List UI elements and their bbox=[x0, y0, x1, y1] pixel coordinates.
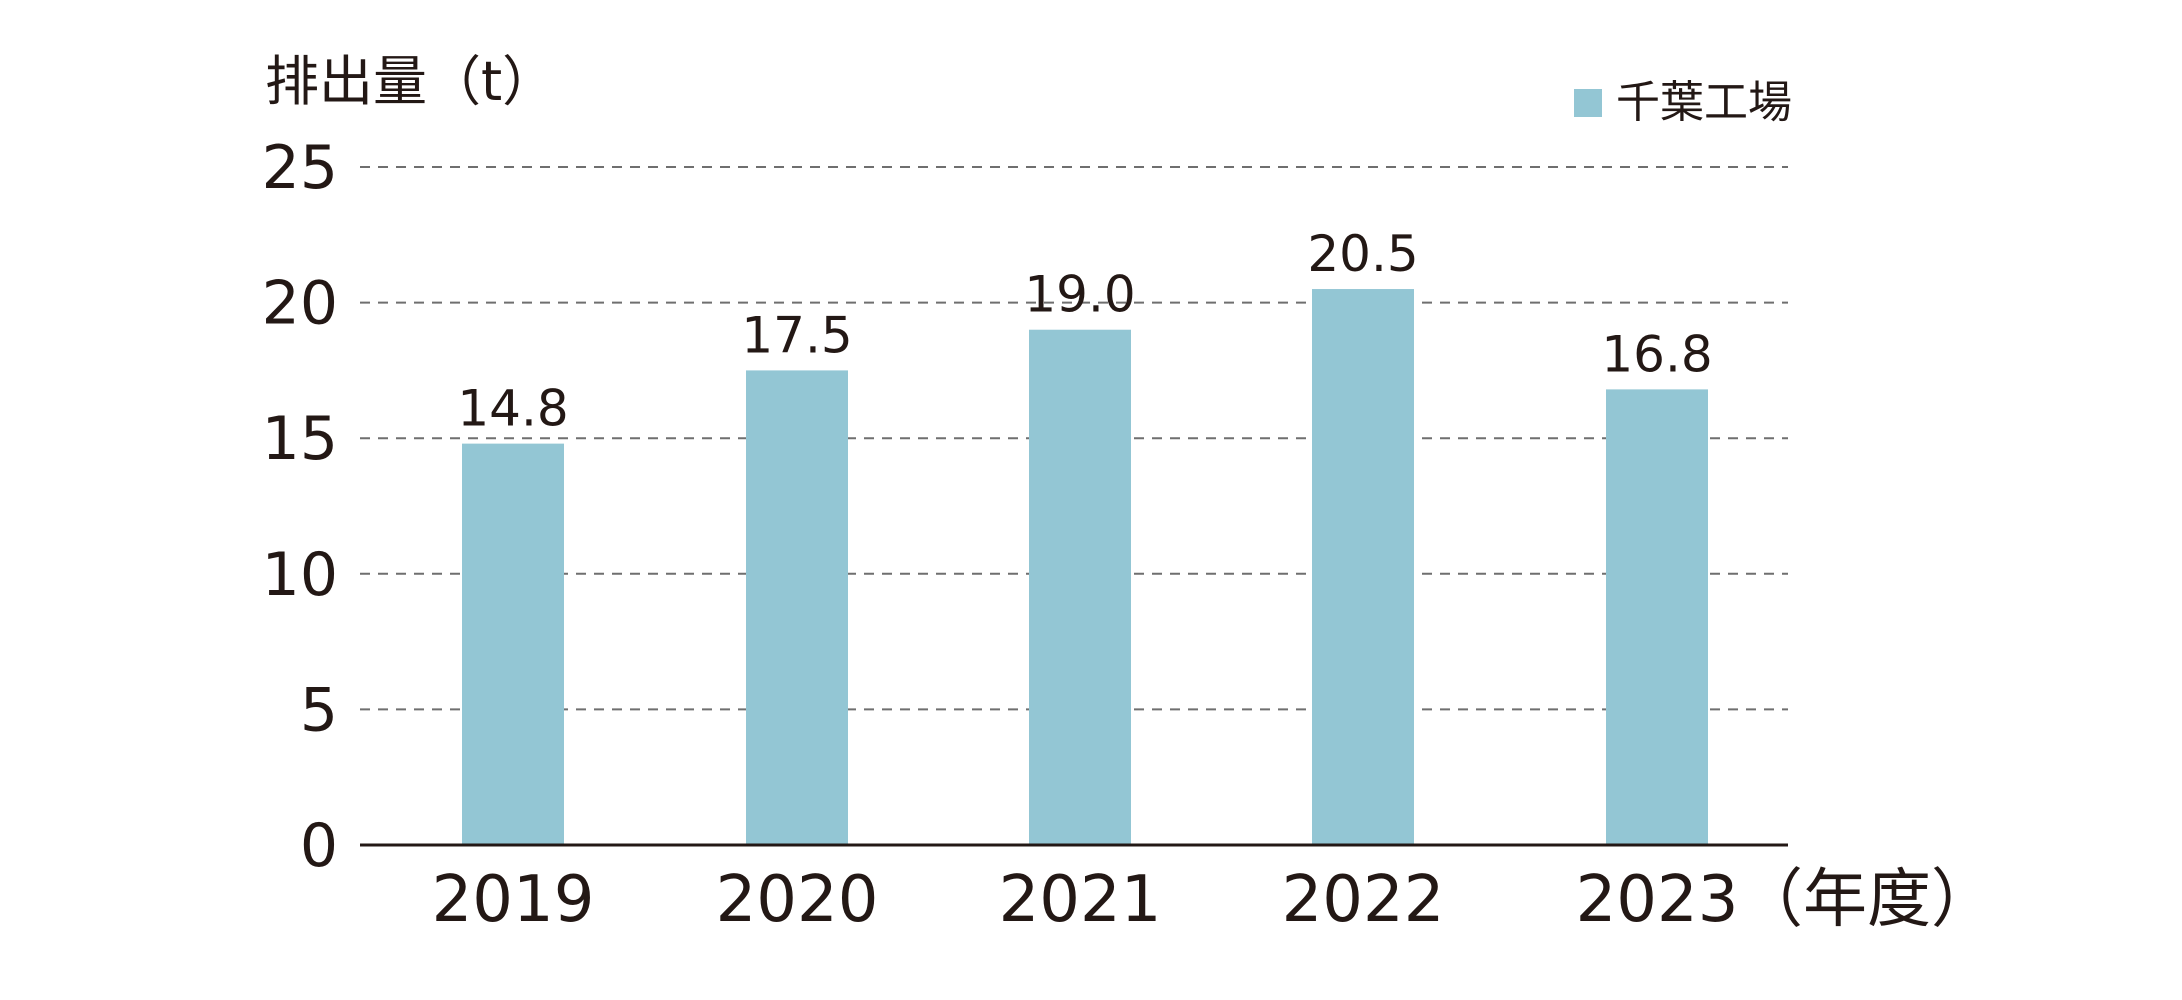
bars bbox=[462, 289, 1708, 846]
x-axis-unit-label: （年度） bbox=[1739, 863, 1995, 937]
bar-2020 bbox=[746, 370, 848, 845]
x-axis-ticks: 2019 2020 2021 2022 2023 （年度） bbox=[432, 863, 1995, 937]
y-axis-ticks: 0 5 10 15 20 25 bbox=[262, 133, 338, 881]
x-tick-label-2019: 2019 bbox=[432, 863, 595, 937]
y-tick-label: 25 bbox=[262, 133, 338, 203]
data-label-2022: 20.5 bbox=[1307, 225, 1418, 283]
bar-2021 bbox=[1029, 329, 1131, 846]
data-label-2019: 14.8 bbox=[457, 380, 568, 438]
data-label-2021: 19.0 bbox=[1024, 266, 1135, 324]
y-tick-label: 10 bbox=[262, 540, 338, 610]
y-tick-label: 20 bbox=[262, 269, 338, 339]
x-tick-label-2023: 2023 bbox=[1576, 863, 1739, 937]
y-tick-label: 15 bbox=[262, 404, 338, 474]
bar-2023 bbox=[1606, 389, 1708, 845]
bar-2019 bbox=[462, 443, 564, 845]
data-label-2020: 17.5 bbox=[741, 306, 852, 364]
x-tick-label-2021: 2021 bbox=[999, 863, 1162, 937]
x-tick-label-2022: 2022 bbox=[1282, 863, 1445, 937]
legend: 千葉工場 bbox=[1574, 77, 1792, 128]
grid-lines bbox=[360, 166, 1788, 711]
legend-swatch bbox=[1574, 89, 1602, 117]
y-axis-title: 排出量（t） bbox=[265, 50, 556, 113]
y-tick-label: 5 bbox=[300, 675, 338, 745]
x-tick-label-2020: 2020 bbox=[716, 863, 879, 937]
bar-2022 bbox=[1312, 289, 1414, 845]
data-labels: 14.8 17.5 19.0 20.5 16.8 bbox=[457, 225, 1712, 438]
y-tick-label: 0 bbox=[300, 811, 338, 881]
legend-label-series-1: 千葉工場 bbox=[1616, 77, 1792, 128]
data-label-2023: 16.8 bbox=[1601, 325, 1712, 383]
